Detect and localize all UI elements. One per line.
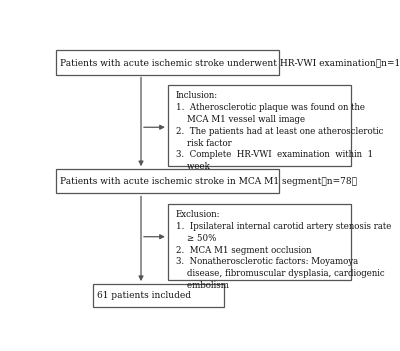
FancyBboxPatch shape [56, 50, 279, 74]
Text: Inclusion:
1.  Atherosclerotic plaque was found on the
    MCA M1 vessel wall im: Inclusion: 1. Atherosclerotic plaque was… [176, 91, 383, 171]
Text: Patients with acute ischemic stroke in MCA M1 segment（n=78）: Patients with acute ischemic stroke in M… [60, 177, 357, 186]
Text: Exclusion:
1.  Ipsilateral internal carotid artery stenosis rate
    ≥ 50%
2.  M: Exclusion: 1. Ipsilateral internal carot… [176, 210, 391, 290]
FancyBboxPatch shape [168, 204, 351, 280]
FancyBboxPatch shape [56, 169, 279, 193]
FancyBboxPatch shape [94, 284, 224, 307]
Text: 61 patients included: 61 patients included [97, 291, 191, 300]
Text: Patients with acute ischemic stroke underwent HR-VWI examination（n=154）: Patients with acute ischemic stroke unde… [60, 58, 400, 67]
FancyBboxPatch shape [168, 85, 351, 166]
